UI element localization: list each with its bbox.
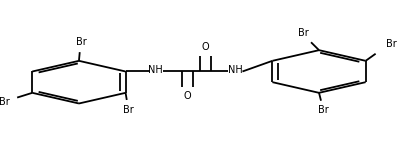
- Text: Br: Br: [75, 37, 86, 47]
- Text: O: O: [202, 42, 209, 52]
- Text: NH: NH: [148, 65, 163, 75]
- Text: Br: Br: [123, 105, 134, 115]
- Text: Br: Br: [318, 106, 328, 115]
- Text: Br: Br: [0, 97, 10, 106]
- Text: Br: Br: [386, 39, 396, 49]
- Text: O: O: [184, 91, 191, 101]
- Text: Br: Br: [298, 27, 308, 38]
- Text: NH: NH: [228, 65, 243, 75]
